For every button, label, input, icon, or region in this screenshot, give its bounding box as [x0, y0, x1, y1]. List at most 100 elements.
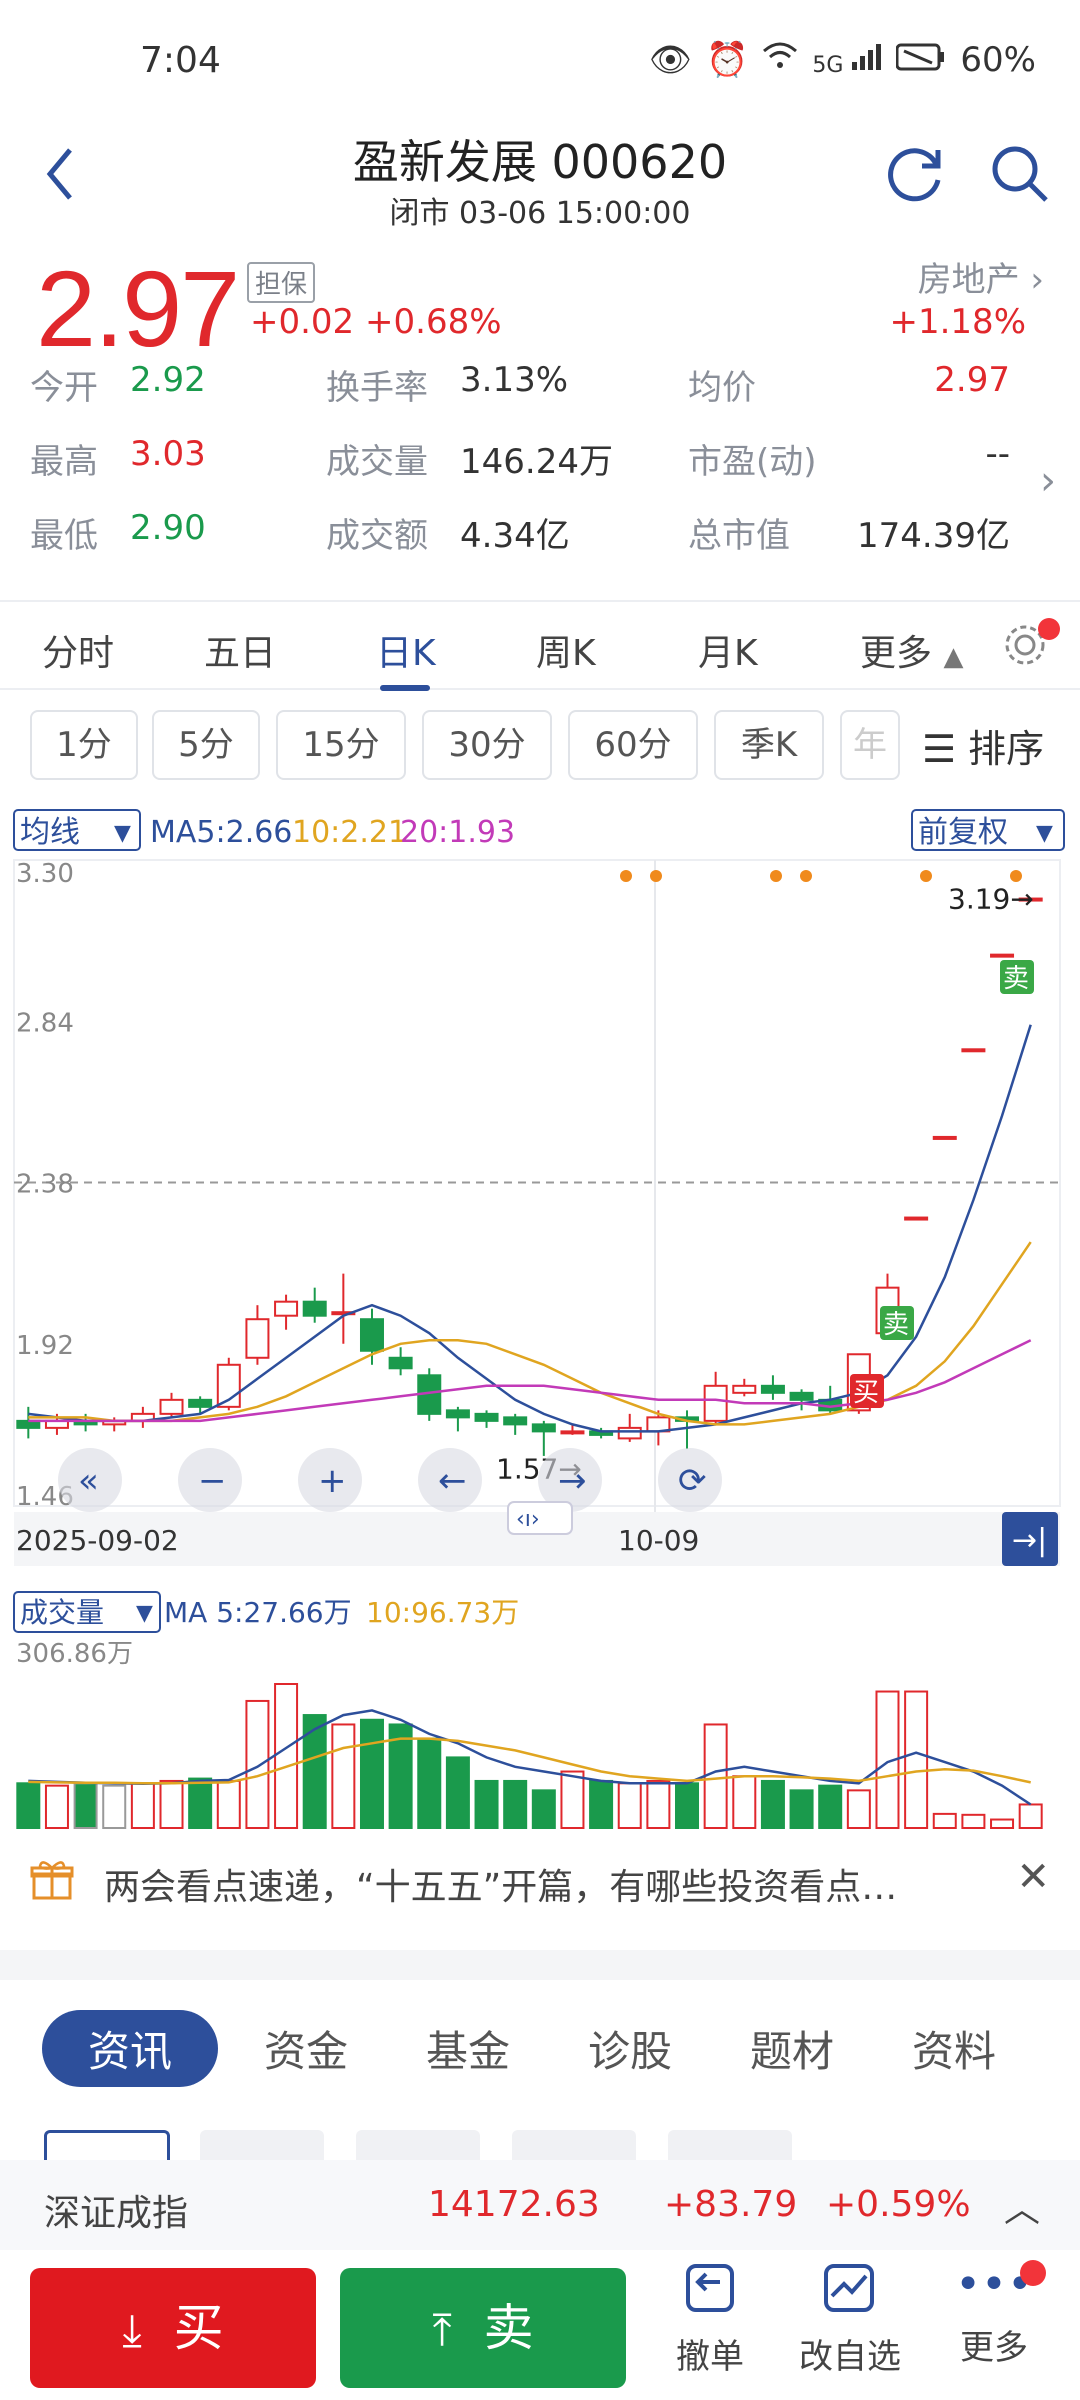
period-1min[interactable]: 1分	[30, 710, 138, 780]
status-icons: 👁 ⏰ 5G 60%	[649, 40, 1036, 80]
subtab[interactable]	[356, 2130, 480, 2160]
volume-bar	[1018, 1803, 1043, 1829]
tab-more[interactable]: 更多 ▲	[860, 624, 963, 676]
tab-timeshare[interactable]: 分时	[42, 633, 115, 674]
chevron-left-icon	[46, 148, 72, 200]
chart-settings-button[interactable]	[1000, 618, 1060, 672]
sort-label: 排序	[968, 727, 1045, 771]
vol-ma5-legend: MA 5:27.66万	[164, 1596, 352, 1629]
event-marker	[620, 870, 632, 882]
cancel-order-icon	[686, 2264, 734, 2312]
chevron-right-icon[interactable]: ›	[1040, 458, 1056, 504]
period-quarter[interactable]: 季K	[714, 710, 824, 780]
x-axis-label: 2025-09-02	[16, 1524, 179, 1557]
volume-bar	[990, 1818, 1015, 1830]
volume-bar	[388, 1723, 413, 1829]
volume-bar	[589, 1779, 614, 1829]
volume-bar	[359, 1718, 384, 1829]
high-mark: 3.19→	[948, 883, 1034, 916]
candle-body	[245, 1318, 270, 1359]
period-30min[interactable]: 30分	[422, 710, 552, 780]
tab-more-label: 更多	[860, 633, 933, 674]
subtab[interactable]	[668, 2130, 792, 2160]
tab-funds[interactable]: 资金	[264, 2027, 349, 2076]
volume-bar	[159, 1779, 184, 1829]
close-icon[interactable]: ✕	[1016, 1854, 1050, 1900]
buy-tag	[850, 1374, 884, 1408]
gift-icon	[30, 1858, 74, 1906]
ma-select: 均线	[20, 815, 80, 850]
tab-weekly-k[interactable]: 周K	[536, 633, 596, 674]
sort-button[interactable]: ☰ 排序	[922, 718, 1044, 773]
candle-body	[732, 1384, 757, 1394]
quote-label: 最高	[30, 442, 98, 482]
buy-button[interactable]: ⤓ 买	[30, 2268, 316, 2388]
quote-value: 4.34亿	[460, 516, 570, 556]
candle-body	[1018, 897, 1043, 902]
tab-diagnosis[interactable]: 诊股	[588, 2027, 673, 2076]
tab-monthly-k[interactable]: 月K	[698, 633, 758, 674]
tab-daily-k[interactable]: 日K	[376, 633, 436, 674]
scroll-handle	[507, 1501, 573, 1535]
quote-label: 均价	[688, 368, 756, 408]
trade-bar: ⤓ 买 ⤒ 卖 撤单 改自选 ••• 更多	[0, 2250, 1080, 2400]
candle-body	[961, 1048, 986, 1053]
sector-link[interactable]: 房地产 ›	[918, 252, 1044, 301]
quote-value: 174.39亿	[857, 516, 1010, 556]
status-bar: 7:04 👁 ⏰ 5G 60%	[0, 0, 1080, 120]
chevron-up-icon[interactable]: ︿	[1003, 2189, 1040, 2230]
sell-button[interactable]: ⤒ 卖	[340, 2268, 626, 2388]
edit-watchlist-button[interactable]: 改自选	[790, 2260, 910, 2378]
candle-body	[274, 1300, 299, 1317]
volume-bar	[216, 1779, 241, 1829]
candle-body	[560, 1430, 585, 1435]
index-ticker[interactable]: 深证成指 14172.63 +83.79 +0.59% ︿	[0, 2160, 1080, 2250]
quote-label: 成交量	[326, 442, 428, 482]
period-15min[interactable]: 15分	[276, 710, 406, 780]
period-60min[interactable]: 60分	[568, 710, 698, 780]
tab-news[interactable]: 资讯	[42, 2010, 219, 2087]
event-marker	[650, 870, 662, 882]
quote-row: 最高 3.03 成交量 146.24万 市盈(动) --	[30, 434, 1050, 508]
volume-bar	[245, 1699, 270, 1829]
event-marker	[920, 870, 932, 882]
tab-themes[interactable]: 题材	[750, 2027, 835, 2076]
back-button[interactable]	[44, 146, 74, 206]
refresh-button[interactable]	[884, 142, 946, 208]
quote-label: 市盈(动)	[688, 442, 817, 482]
change-abs: +0.02	[250, 302, 355, 342]
drag-icon: ‹ı›	[516, 1507, 540, 1532]
zoom-control-icon: «	[78, 1461, 99, 1501]
subtab[interactable]	[512, 2130, 636, 2160]
search-button[interactable]	[988, 142, 1050, 208]
price-change: +0.02 +0.68%	[250, 302, 502, 342]
volume-bar	[16, 1782, 41, 1830]
cancel-order-button[interactable]: 撤单	[650, 2260, 770, 2378]
stock-header: 盈新发展 000620 闭市 03-06 15:00:00	[0, 120, 1080, 231]
zoom-control-icon: →	[558, 1461, 587, 1501]
candle-body	[331, 1311, 356, 1316]
volume-bar	[445, 1756, 470, 1829]
volume-bar	[102, 1784, 127, 1829]
volume-bar	[560, 1770, 585, 1830]
more-button[interactable]: ••• 更多	[934, 2260, 1054, 2369]
notification-dot	[1020, 2260, 1046, 2286]
x-axis-label: 10-09	[618, 1524, 699, 1557]
volume-select: 成交量	[20, 1596, 104, 1629]
gear-icon	[1005, 625, 1045, 665]
battery-icon	[895, 40, 946, 80]
volume-bar	[474, 1779, 499, 1829]
subtab[interactable]	[200, 2130, 324, 2160]
candle-body	[904, 1216, 929, 1221]
tab-profile[interactable]: 资料	[912, 2027, 997, 2076]
subtab-active[interactable]	[44, 2130, 170, 2160]
period-year[interactable]: 年	[840, 710, 900, 780]
volume-bar	[302, 1714, 327, 1830]
period-5min[interactable]: 5分	[152, 710, 260, 780]
tab-five-day[interactable]: 五日	[204, 633, 277, 674]
news-banner[interactable]: 两会看点速递，“十五五”开篇，有哪些投资看点… ✕	[0, 1840, 1080, 1920]
index-name: 深证成指	[44, 2193, 189, 2234]
volume-bar	[646, 1779, 671, 1829]
tab-mutual-funds[interactable]: 基金	[426, 2027, 511, 2076]
